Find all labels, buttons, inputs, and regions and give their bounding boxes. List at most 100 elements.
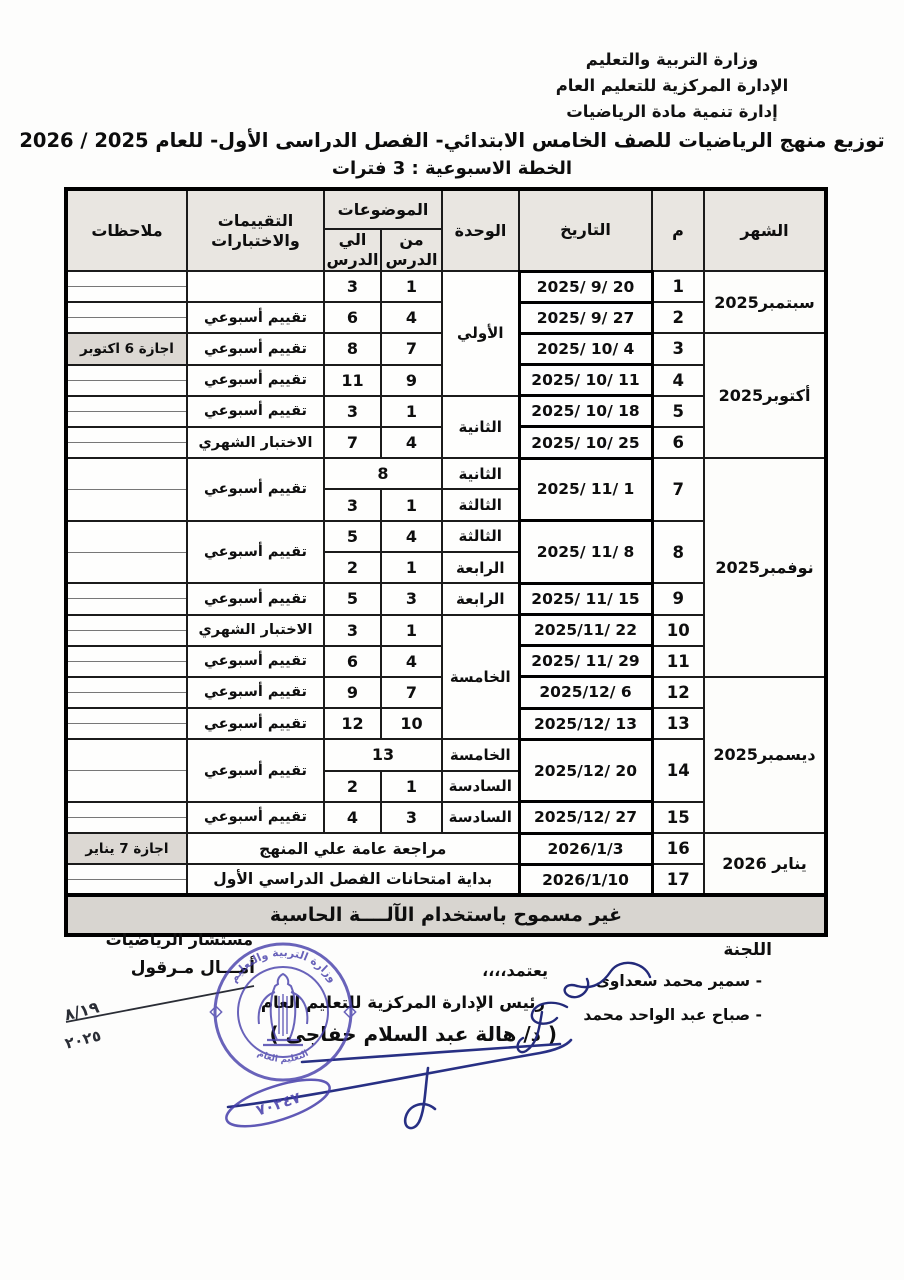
lesson-to-cell: 4: [322, 800, 383, 835]
col-header-num: م: [651, 188, 705, 272]
col-header-from-lesson: من الدرس: [380, 228, 443, 272]
note-cell: [64, 675, 188, 693]
row-num-cell: 15: [651, 800, 705, 835]
assessment-cell: [185, 269, 325, 304]
no-calculator-banner: غير مسموح باستخدام الآلــــة الحاسبة: [64, 893, 828, 937]
holiday-note-cell: اجازة 7 يناير: [64, 832, 188, 866]
lesson-to-cell: 3: [322, 394, 383, 428]
row-num-cell: 16: [651, 832, 705, 866]
exams-merged-cell: بداية امتحانات الفصل الدراسي الأول: [185, 863, 521, 897]
lesson-from-cell: 7: [380, 332, 443, 366]
oval-serial-stamp: ٧٠٣٤٧: [225, 1078, 331, 1128]
assessment-cell: تقييم أسبوعي: [185, 800, 325, 835]
assessment-cell: تقييم أسبوعي: [185, 582, 325, 616]
note-cell: [64, 863, 188, 881]
note-cell: [64, 879, 188, 897]
date-cell: 2025/ 11/ 8: [517, 519, 654, 585]
lesson-merged-cell: 13: [322, 738, 444, 772]
assessment-cell: تقييم أسبوعي: [185, 707, 325, 741]
lesson-from-cell: 3: [380, 800, 443, 835]
row-num-cell: 7: [651, 457, 705, 522]
date-cell: 2026/1/10: [517, 862, 654, 897]
signature-approver: [226, 1038, 573, 1130]
advisor-name: أمـــال مـرقول: [130, 958, 255, 978]
col-header-notes: ملاحظات: [64, 188, 188, 272]
note-cell: [64, 691, 188, 710]
row-num-cell: 13: [651, 707, 705, 741]
org-line-3: إدارة تنمية مادة الرياضيات: [566, 102, 778, 122]
lesson-to-cell: 11: [322, 363, 383, 397]
row-num-cell: 6: [651, 425, 705, 460]
note-cell: [64, 723, 188, 741]
col-header-to-lesson: الي الدرس: [322, 228, 383, 272]
note-cell: [64, 519, 188, 553]
col-header-unit: الوحدة: [441, 188, 520, 272]
committee-member-1: - سمير محمد سعداوى: [595, 972, 762, 990]
approver-name: ( د/ هالة عبد السلام خفاجى ): [269, 1022, 557, 1046]
note-cell: [64, 613, 188, 631]
note-cell: [64, 301, 188, 319]
note-cell: [64, 582, 188, 600]
assessment-cell: تقييم أسبوعي: [185, 332, 325, 366]
unit-cell: الثانية: [441, 394, 520, 460]
unit-cell: الثالثة: [441, 519, 520, 554]
document-title: توزيع منهج الرياضيات للصف الخامس الابتدا…: [19, 129, 885, 152]
unit-cell: الخامسة: [441, 613, 520, 741]
row-num-cell: 10: [651, 613, 705, 647]
row-num-cell: 12: [651, 675, 705, 710]
lesson-from-cell: 9: [380, 363, 443, 397]
row-num-cell: 3: [651, 332, 705, 366]
lesson-from-cell: 1: [380, 613, 443, 647]
lesson-from-cell: 7: [380, 675, 443, 710]
date-cell: 2025/ 9/ 20: [517, 269, 654, 304]
note-cell: [64, 660, 188, 678]
note-cell: [64, 442, 188, 460]
lesson-to-cell: 3: [322, 269, 383, 304]
note-cell: [64, 286, 188, 304]
holiday-note-cell: اجازة 6 اكتوبر: [64, 332, 188, 366]
lesson-to-cell: 3: [322, 488, 383, 522]
row-num-cell: 8: [651, 519, 705, 585]
month-cell: ديسمبر2025: [703, 675, 827, 835]
note-cell: [64, 800, 188, 818]
row-num-cell: 2: [651, 301, 705, 335]
col-header-assessments: التقييمات والاختبارات: [185, 188, 325, 272]
approval-label: يعتمد،،،،: [482, 961, 548, 980]
lesson-from-cell: 4: [380, 301, 443, 335]
lesson-to-cell: 2: [322, 769, 383, 803]
note-cell: [64, 363, 188, 381]
date-cell: 2025/ 9/ 27: [517, 300, 654, 335]
assessment-cell: الاختبار الشهري: [185, 613, 325, 647]
svg-text:التعليم العام: التعليم العام: [256, 1049, 311, 1065]
date-cell: 2025/ 10/ 18: [517, 394, 654, 429]
note-cell: [64, 317, 188, 335]
assessment-cell: تقييم أسبوعي: [185, 675, 325, 710]
note-cell: [64, 738, 188, 772]
svg-text:٢٠٢٥: ٢٠٢٥: [63, 1026, 103, 1052]
weekly-plan-subtitle: الخطة الاسبوعية : 3 فترات: [331, 158, 573, 179]
month-cell: أكتوبر2025: [703, 332, 827, 460]
svg-text:٨/١٩: ٨/١٩: [62, 997, 101, 1024]
date-cell: 2025/ 11/ 29: [517, 644, 654, 679]
date-cell: 2025/12/ 13: [517, 706, 654, 741]
row-num-cell: 17: [651, 863, 705, 897]
lesson-from-cell: 10: [380, 707, 443, 741]
ministry-header: وزارة التربية والتعليم الإدارة المركزية …: [552, 47, 792, 125]
col-header-month: الشهر: [703, 188, 827, 272]
date-cell: 2025/ 11/ 1: [517, 456, 654, 523]
note-cell: [64, 379, 188, 397]
note-cell: [64, 270, 188, 288]
col-header-date: التاريخ: [518, 188, 653, 272]
note-cell: [64, 394, 188, 412]
note-cell: [64, 644, 188, 662]
lesson-from-cell: 1: [380, 769, 443, 803]
lesson-from-cell: 1: [380, 394, 443, 428]
unit-cell: الثالثة: [441, 488, 520, 522]
unit-cell: الرابعة: [441, 582, 520, 616]
row-num-cell: 4: [651, 363, 705, 397]
unit-cell: الثانية: [441, 457, 520, 491]
note-cell: [64, 707, 188, 725]
date-cell: 2025/12/ 6: [517, 675, 654, 710]
assessment-cell: تقييم أسبوعي: [185, 738, 325, 803]
